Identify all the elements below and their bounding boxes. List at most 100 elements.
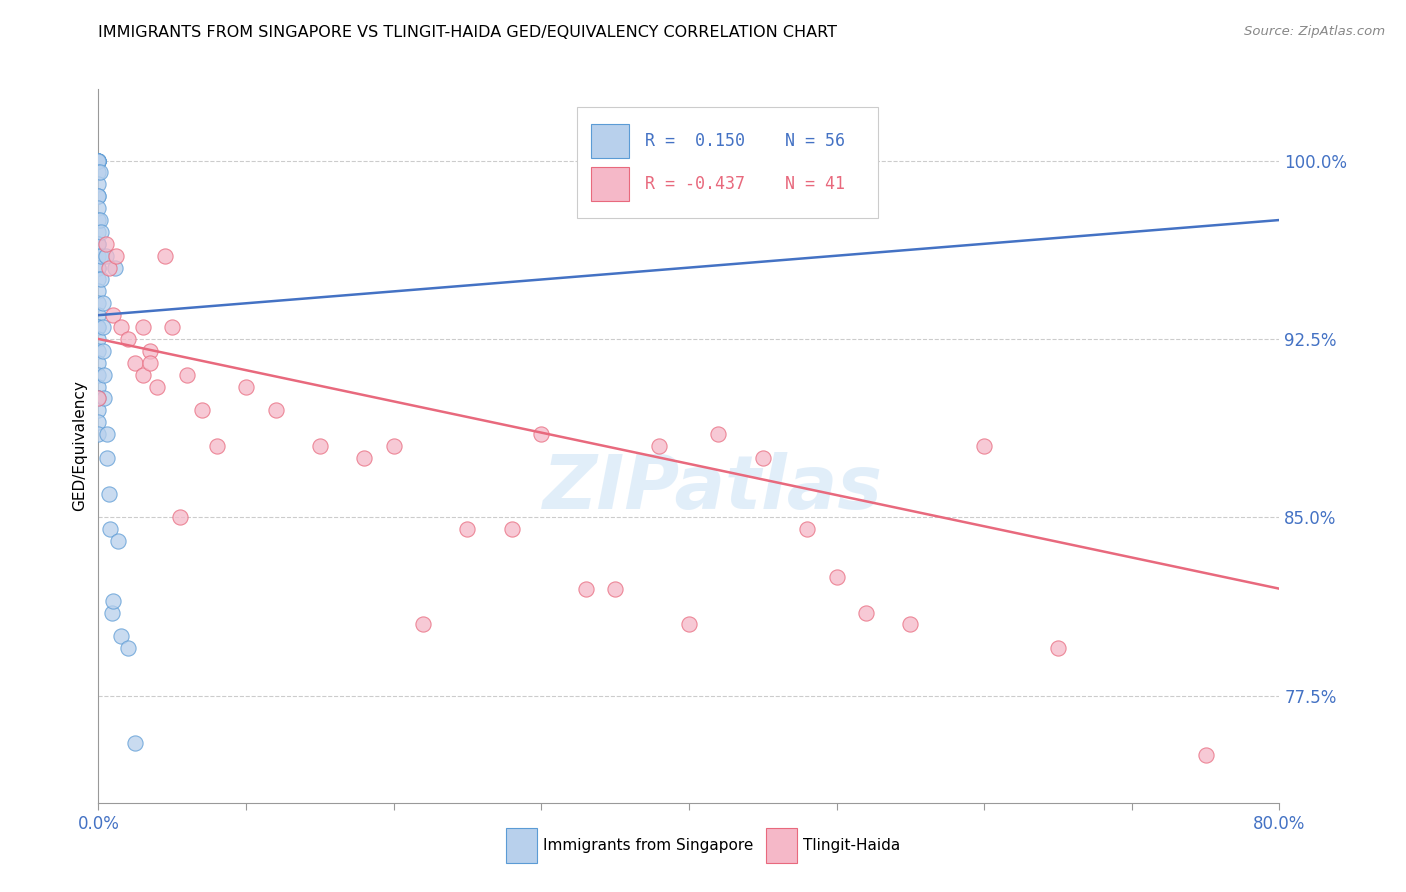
- Point: [124, 736, 146, 750]
- Point: [93, 392, 115, 406]
- Point: [87, 296, 110, 310]
- Point: [89, 165, 111, 179]
- Point: [605, 582, 627, 596]
- Point: [90, 249, 112, 263]
- Point: [796, 522, 818, 536]
- Point: [1195, 748, 1218, 763]
- Point: [501, 522, 523, 536]
- Point: [100, 606, 122, 620]
- Point: [105, 249, 128, 263]
- Point: [353, 450, 375, 465]
- Point: [103, 308, 125, 322]
- Point: [87, 392, 110, 406]
- Point: [87, 320, 110, 334]
- Point: [91, 320, 114, 334]
- Point: [87, 368, 110, 382]
- Point: [87, 189, 110, 203]
- Point: [110, 629, 132, 643]
- Point: [87, 403, 110, 417]
- Point: [87, 201, 110, 215]
- Point: [87, 356, 110, 370]
- Point: [707, 427, 730, 442]
- Point: [87, 392, 110, 406]
- Point: [97, 260, 120, 275]
- Point: [87, 308, 110, 322]
- Point: [87, 332, 110, 346]
- Point: [87, 285, 110, 299]
- Point: [87, 225, 110, 239]
- Point: [87, 320, 110, 334]
- Point: [153, 249, 176, 263]
- Point: [973, 439, 995, 453]
- Point: [382, 439, 405, 453]
- Point: [87, 153, 110, 168]
- Point: [87, 178, 110, 192]
- Point: [191, 403, 214, 417]
- Point: [87, 165, 110, 179]
- Point: [900, 617, 922, 632]
- Point: [87, 189, 110, 203]
- Point: [117, 641, 139, 656]
- Point: [264, 403, 287, 417]
- Point: [87, 343, 110, 358]
- Point: [169, 510, 191, 524]
- Point: [96, 450, 118, 465]
- Point: [87, 153, 110, 168]
- Text: Source: ZipAtlas.com: Source: ZipAtlas.com: [1244, 25, 1385, 38]
- Point: [235, 379, 257, 393]
- Point: [132, 320, 155, 334]
- Point: [91, 296, 114, 310]
- Point: [90, 272, 112, 286]
- Point: [139, 343, 162, 358]
- Point: [132, 368, 155, 382]
- Point: [678, 617, 700, 632]
- Point: [825, 570, 848, 584]
- Point: [87, 236, 110, 251]
- Point: [94, 236, 117, 251]
- Point: [87, 153, 110, 168]
- FancyBboxPatch shape: [591, 124, 628, 159]
- Point: [139, 356, 162, 370]
- Point: [87, 427, 110, 442]
- Point: [124, 356, 146, 370]
- Point: [176, 368, 198, 382]
- FancyBboxPatch shape: [576, 107, 877, 218]
- Point: [574, 582, 596, 596]
- Point: [87, 213, 110, 227]
- Point: [87, 415, 110, 429]
- FancyBboxPatch shape: [591, 167, 628, 202]
- Point: [94, 249, 117, 263]
- Point: [456, 522, 478, 536]
- Text: R = -0.437    N = 41: R = -0.437 N = 41: [645, 175, 845, 193]
- Point: [309, 439, 332, 453]
- Point: [87, 153, 110, 168]
- Point: [162, 320, 183, 334]
- Text: IMMIGRANTS FROM SINGAPORE VS TLINGIT-HAIDA GED/EQUIVALENCY CORRELATION CHART: IMMIGRANTS FROM SINGAPORE VS TLINGIT-HAI…: [98, 25, 838, 40]
- Point: [96, 427, 118, 442]
- Point: [87, 260, 110, 275]
- Point: [530, 427, 553, 442]
- Text: R =  0.150    N = 56: R = 0.150 N = 56: [645, 132, 845, 150]
- Point: [87, 153, 110, 168]
- Point: [87, 236, 110, 251]
- Point: [103, 593, 125, 607]
- Point: [98, 522, 121, 536]
- Point: [93, 368, 115, 382]
- Point: [87, 260, 110, 275]
- Point: [117, 332, 139, 346]
- Text: ZIPatlas: ZIPatlas: [543, 452, 883, 525]
- Point: [87, 272, 110, 286]
- Point: [107, 534, 129, 549]
- Point: [87, 249, 110, 263]
- Text: Tlingit-Haida: Tlingit-Haida: [803, 838, 900, 853]
- Point: [146, 379, 169, 393]
- Point: [91, 343, 114, 358]
- Point: [104, 260, 127, 275]
- Point: [87, 379, 110, 393]
- Y-axis label: GED/Equivalency: GED/Equivalency: [72, 381, 87, 511]
- Point: [97, 486, 120, 500]
- Text: Immigrants from Singapore: Immigrants from Singapore: [543, 838, 754, 853]
- Point: [1046, 641, 1069, 656]
- Point: [110, 320, 132, 334]
- Point: [751, 450, 773, 465]
